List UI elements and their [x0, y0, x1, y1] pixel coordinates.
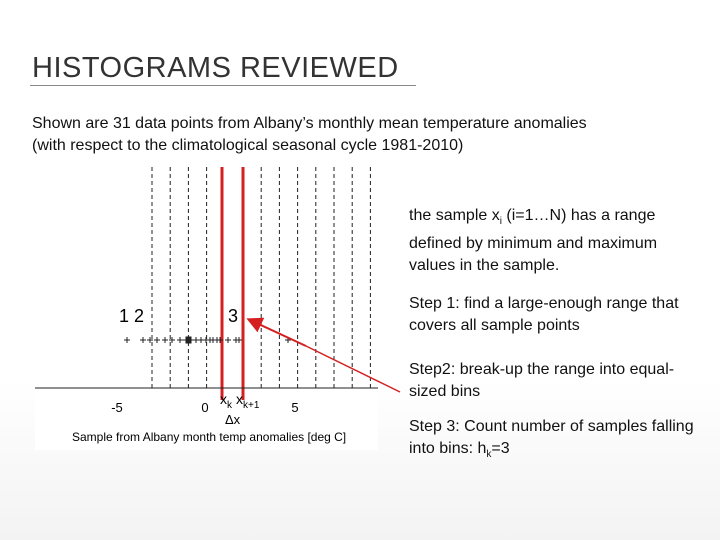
x-axis-label: Sample from Albany month temp anomalies …: [72, 430, 346, 444]
text: Step 1: find a large-enough range that c…: [409, 295, 679, 334]
subscript: k: [486, 449, 492, 461]
bin-lines: [151, 167, 371, 388]
subscript: k: [227, 400, 233, 411]
bullet: the sample xi (i=1…N) has a range define…: [409, 205, 699, 277]
slide-title: HISTOGRAMS REVIEWED: [32, 52, 399, 84]
text: Step 3: Count number of samples falling …: [409, 418, 694, 457]
x-tick-label: 5: [291, 400, 298, 415]
sample-points: [124, 336, 291, 344]
count-label: 3: [228, 306, 238, 326]
pointer-arrow: [246, 317, 307, 347]
point-mark: [185, 336, 192, 344]
symbol: x: [220, 391, 227, 407]
x-tick-label: -5: [111, 400, 123, 415]
subscript: k+1: [243, 400, 260, 411]
bullet: Step 1: find a large-enough range that c…: [409, 293, 699, 337]
subtitle-line: (with respect to the climatological seas…: [32, 137, 464, 154]
bin-edge-label: xk xk+1: [220, 391, 260, 411]
text: (i=1…N) has a range defined by minimum a…: [409, 207, 658, 275]
title-rule: [30, 85, 416, 86]
bullet: Step 3: Count number of samples falling …: [409, 416, 699, 466]
subtitle-line: Shown are 31 data points from Albany’s m…: [32, 115, 587, 132]
subtitle: Shown are 31 data points from Albany’s m…: [32, 113, 587, 157]
count-label: 1 2: [119, 306, 144, 326]
pointer-line: [305, 345, 401, 393]
text: the sample x: [409, 207, 500, 224]
bullet: Step2: break-up the range into equal-siz…: [409, 359, 699, 403]
symbol: x: [236, 391, 243, 407]
x-tick-label: 0: [201, 400, 208, 415]
subscript: i: [499, 216, 502, 228]
text: Step2: break-up the range into equal-siz…: [409, 361, 675, 400]
bin-width-label: Δx: [225, 412, 241, 427]
text: =3: [491, 440, 510, 457]
